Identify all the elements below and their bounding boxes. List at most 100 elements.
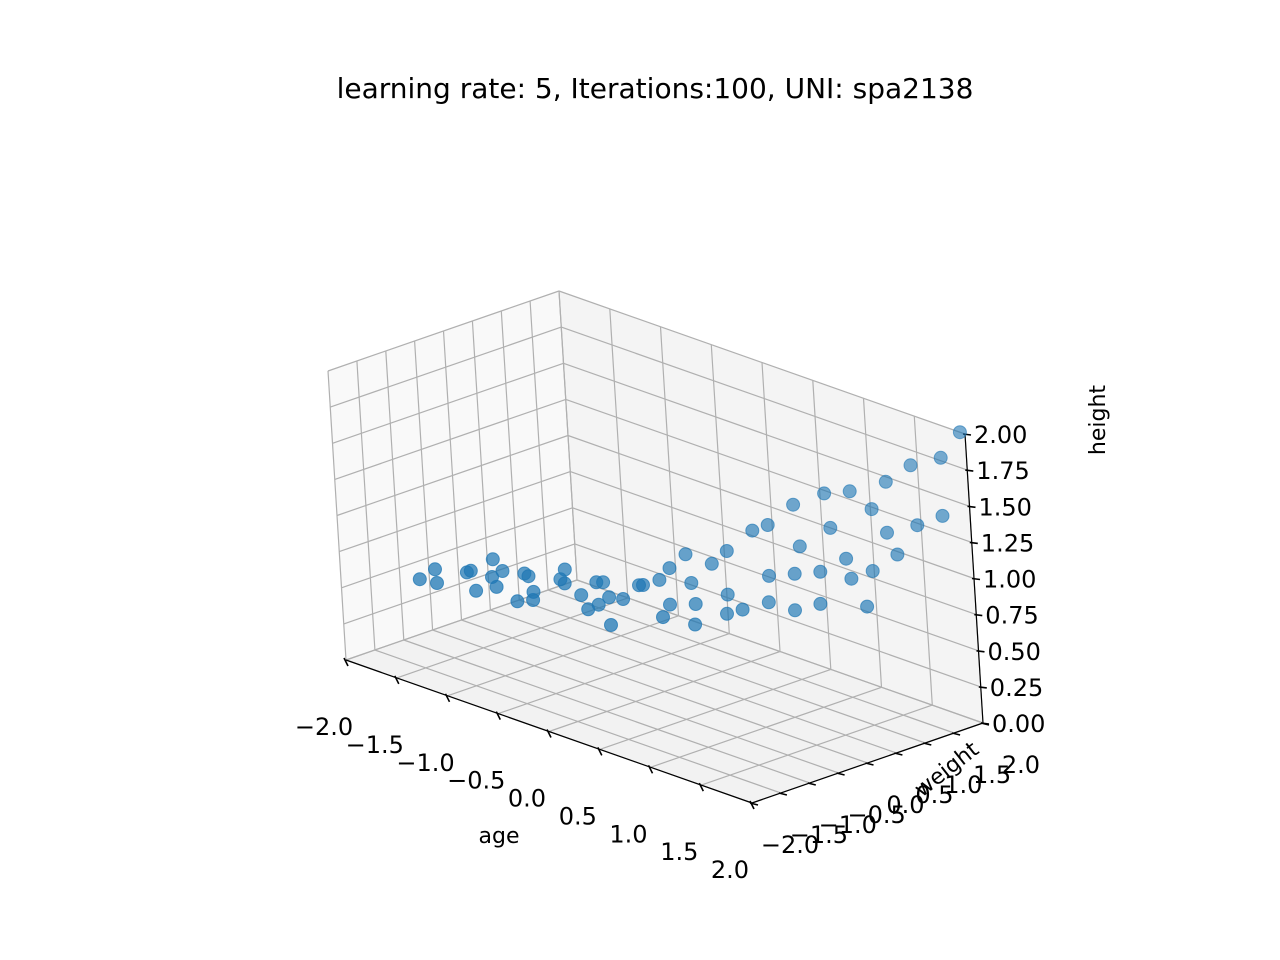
scatter-point: [688, 597, 703, 611]
scatter-point: [557, 576, 572, 591]
z-tick-label: 0.75: [985, 602, 1038, 630]
grid-line-y-floor: [461, 619, 868, 764]
x-tick-label: 0.0: [508, 785, 546, 813]
scatter-point: [823, 520, 838, 535]
scatter-point: [786, 497, 801, 512]
scatter-point: [469, 583, 484, 598]
scatter-point: [842, 484, 857, 499]
y-tick-label: −1.0: [819, 811, 877, 839]
x-tick-mark: [343, 657, 349, 667]
scatter-point: [787, 566, 802, 581]
scatter-point: [604, 618, 618, 632]
scatter-point: [813, 564, 828, 579]
grid-line-z-left: [336, 434, 569, 517]
y-tick-mark: [894, 752, 903, 756]
grid-line-z-back: [574, 543, 981, 688]
x-axis-line: [345, 659, 753, 804]
y-tick-label: −1.5: [790, 821, 848, 849]
grid-line-z-back: [576, 579, 984, 724]
scatter-point: [510, 594, 525, 609]
y-tick-label: −0.5: [847, 801, 905, 829]
grid-line-z-left: [332, 362, 564, 444]
scatter-point: [864, 502, 879, 517]
scatter-point: [933, 450, 948, 465]
scatter-point: [662, 561, 677, 576]
grid-line-z-left: [330, 326, 562, 408]
x-tick-mark: [546, 729, 552, 738]
scatter-point: [880, 525, 894, 540]
x-tick-mark: [698, 782, 705, 792]
scatter-point: [485, 552, 500, 567]
x-tick-mark: [495, 711, 502, 720]
z-tick-label: 0.00: [992, 710, 1045, 738]
x-tick-label: −2.0: [295, 713, 353, 741]
x-tick-mark: [647, 764, 654, 774]
scatter-point: [844, 571, 859, 586]
y-tick-mark: [951, 732, 961, 736]
chart-title: learning rate: 5, Iterations:100, UNI: s…: [337, 72, 974, 105]
scatter-point: [910, 518, 925, 533]
scatter-point: [745, 523, 760, 538]
grid-line-z-left: [327, 290, 560, 372]
grid-line-y-floor: [374, 649, 782, 794]
z-tick-mark: [976, 650, 985, 653]
scatter-point: [521, 569, 536, 584]
scatter-point: [589, 575, 604, 590]
grid-line-y-floor: [432, 629, 839, 774]
scatter-point: [878, 474, 893, 489]
z-tick-label: 1.00: [983, 566, 1036, 594]
z-tick-label: 0.25: [990, 674, 1043, 702]
scatter-point: [839, 551, 854, 566]
scatter-point: [860, 599, 875, 614]
z-tick-label: 1.75: [976, 457, 1029, 485]
scatter-points: [412, 425, 967, 632]
tick-labels: −2.0−1.5−1.0−0.50.00.51.01.52.0−2.0−1.5−…: [295, 421, 1046, 884]
scatter-point: [788, 603, 802, 618]
grid-line-y-floor: [490, 609, 897, 754]
scatter-point: [719, 544, 734, 558]
z-tick-mark: [980, 722, 990, 725]
grid-line-z-back: [567, 434, 975, 580]
x-tick-mark: [444, 693, 451, 703]
scatter-point: [762, 568, 776, 583]
x-tick-label: 1.0: [609, 820, 647, 848]
z-axis-label: height: [1086, 385, 1111, 455]
z-tick-label: 1.50: [979, 493, 1032, 521]
scatter-point: [412, 572, 427, 587]
grid-line-z-left: [339, 471, 571, 553]
z-tick-mark: [971, 577, 981, 581]
scatter-point: [495, 564, 510, 578]
z-tick-label: 1.25: [981, 529, 1034, 557]
x-axis-label: age: [479, 824, 520, 849]
grid-line-z-left: [341, 507, 573, 589]
scatter-point: [935, 508, 950, 523]
grid-line-z-back: [570, 471, 977, 616]
y-tick-label: 0.5: [915, 781, 953, 809]
x-tick-label: −1.5: [346, 731, 404, 759]
scatter-point: [430, 576, 444, 590]
y-tick-mark: [865, 762, 874, 766]
scatter-point: [616, 592, 631, 606]
scatter-point: [678, 547, 693, 562]
scatter-point: [817, 486, 832, 501]
scatter-point: [663, 597, 677, 612]
z-tick-mark: [978, 686, 987, 689]
z-tick-mark: [974, 613, 983, 617]
y-tick-label: 1.5: [973, 761, 1011, 789]
scatter-point: [760, 518, 775, 532]
scatter-point: [813, 596, 828, 611]
tick-marks: [343, 433, 990, 810]
x-tick-mark: [597, 747, 603, 756]
y-tick-label: −2.0: [761, 831, 819, 859]
grid-line-z-back: [565, 398, 972, 543]
x-tick-mark: [394, 675, 400, 685]
scatter-point: [574, 588, 589, 603]
scatter-point: [704, 556, 719, 571]
x-tick-label: 2.0: [711, 856, 749, 884]
grid-line-z-back: [558, 290, 966, 435]
y-tick-label: 2.0: [1002, 751, 1040, 779]
scatter-point: [890, 547, 905, 562]
x-tick-label: −0.5: [447, 767, 505, 795]
y-tick-mark: [778, 792, 788, 796]
